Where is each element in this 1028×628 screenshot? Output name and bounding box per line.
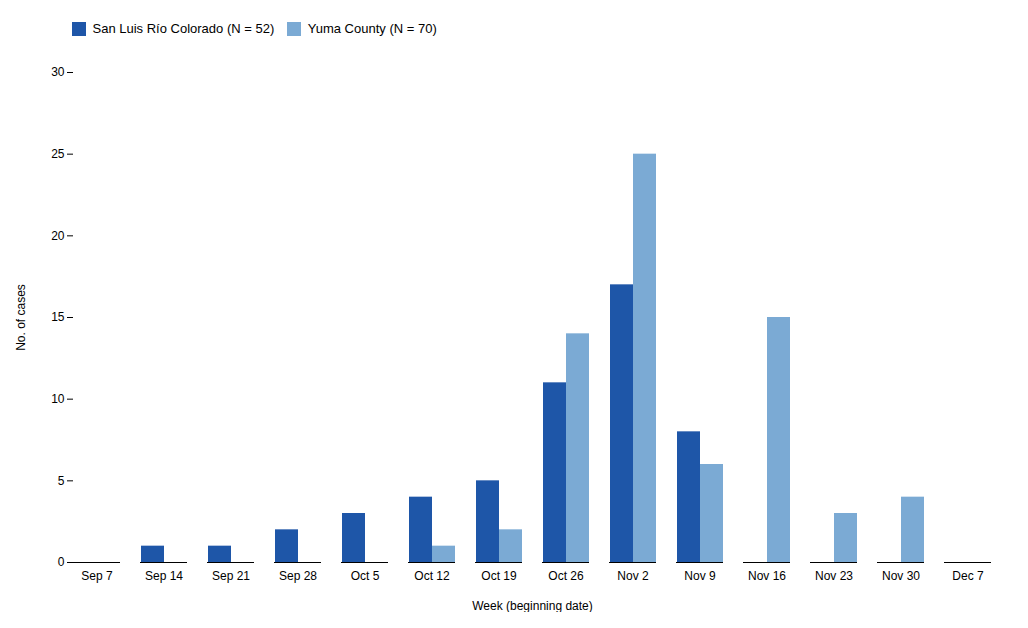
svg-text:10: 10 <box>51 392 65 406</box>
svg-text:Nov 23: Nov 23 <box>815 569 853 583</box>
svg-text:Oct 26: Oct 26 <box>548 569 584 583</box>
svg-text:Sep 28: Sep 28 <box>279 569 317 583</box>
svg-text:Sep 7: Sep 7 <box>81 569 113 583</box>
svg-text:5: 5 <box>58 473 65 487</box>
svg-text:Nov 16: Nov 16 <box>748 569 786 583</box>
svg-text:Week (beginning date): Week (beginning date) <box>472 598 593 612</box>
html-text:San Luis Río Colorado (N = 52): San Luis Río Colorado (N = 52) <box>92 21 275 36</box>
svg-text:Oct 19: Oct 19 <box>481 569 517 583</box>
svg-text:Oct 12: Oct 12 <box>414 569 450 583</box>
svg-text:15: 15 <box>51 310 65 324</box>
svg-text:0: 0 <box>58 555 65 569</box>
svg-text:Sep 21: Sep 21 <box>212 569 250 583</box>
svg-text:20: 20 <box>51 228 65 242</box>
svg-text:No. of cases: No. of cases <box>14 284 28 351</box>
svg-text:Nov 30: Nov 30 <box>882 569 920 583</box>
svg-text:Dec 7: Dec 7 <box>952 569 984 583</box>
svg-text:Sep 14: Sep 14 <box>145 569 183 583</box>
svg-text:30: 30 <box>51 65 65 79</box>
svg-text:Oct 5: Oct 5 <box>351 569 380 583</box>
svg-text:25: 25 <box>51 147 65 161</box>
html-text:Yuma County (N = 70): Yuma County (N = 70) <box>307 21 437 36</box>
svg-text:Nov 9: Nov 9 <box>684 569 716 583</box>
svg-text:Nov 2: Nov 2 <box>617 569 649 583</box>
